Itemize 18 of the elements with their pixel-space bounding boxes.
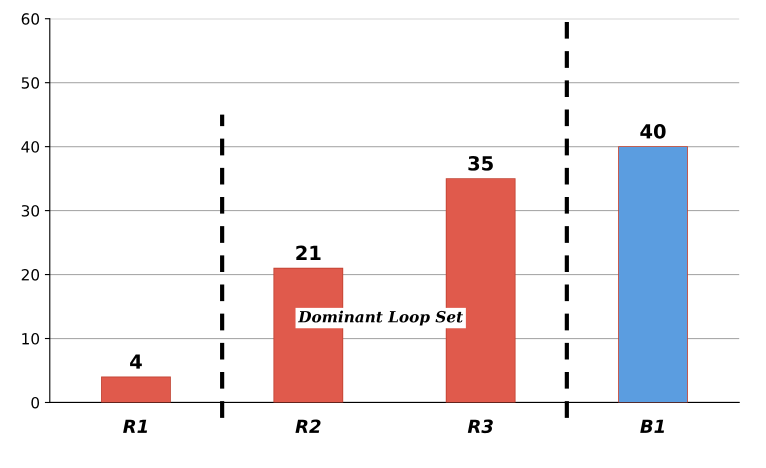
data-label: 4 [130, 354, 142, 369]
y-tick-label: 40 [21, 141, 40, 153]
data-label: 40 [640, 124, 666, 139]
y-tick-label: 0 [31, 396, 40, 408]
bar [618, 146, 688, 402]
x-tick-label: R2 [295, 419, 321, 433]
data-label: 21 [296, 246, 321, 260]
y-tick-label: 50 [22, 77, 40, 89]
y-tick-label: 30 [22, 205, 40, 217]
y-tick-label: 10 [22, 332, 40, 345]
y-tick-label: 20 [22, 269, 40, 281]
x-tick-label: B1 [640, 420, 664, 433]
bar [101, 376, 171, 402]
x-tick-label: R1 [123, 420, 148, 433]
data-label: 35 [468, 156, 493, 171]
annotation: Dominant Loop Set [298, 310, 463, 326]
x-tick-label: R3 [468, 419, 493, 434]
y-tick-label: 60 [22, 13, 40, 25]
